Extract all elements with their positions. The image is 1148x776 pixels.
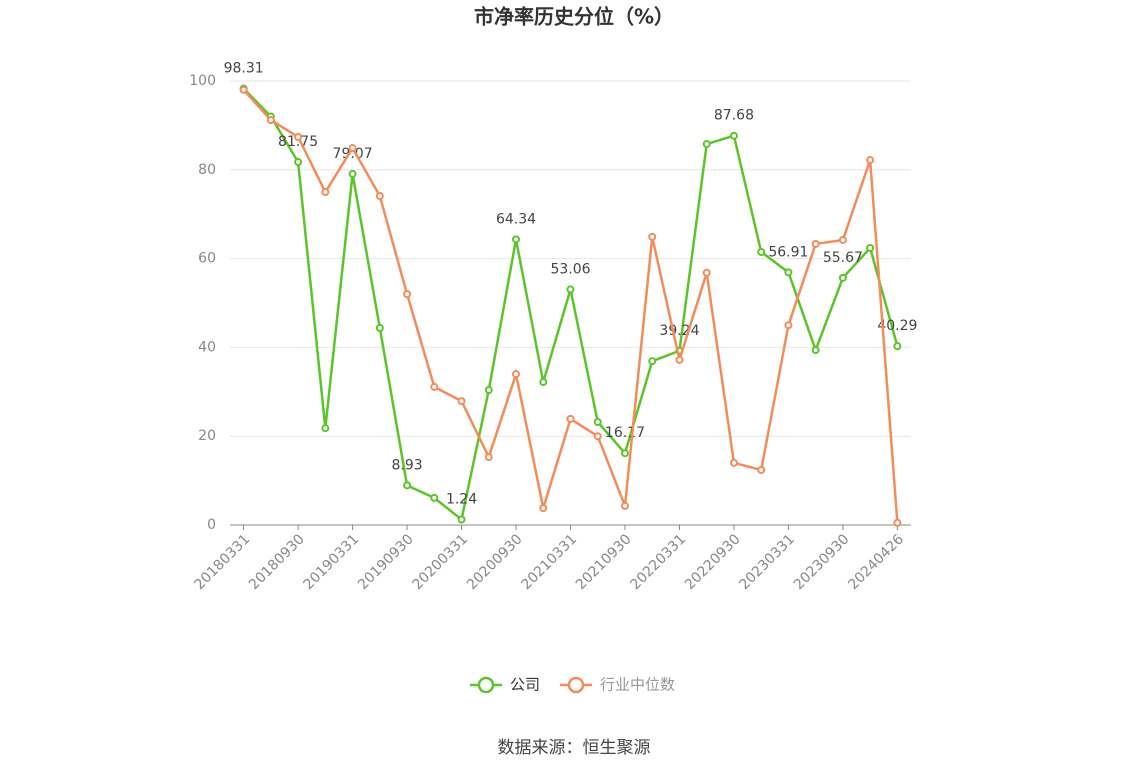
data-point bbox=[539, 504, 548, 513]
data-point bbox=[484, 386, 493, 395]
data-point bbox=[593, 417, 602, 426]
data-point bbox=[403, 290, 412, 299]
data-point bbox=[811, 239, 820, 248]
data-point bbox=[403, 481, 412, 490]
x-tick-label: 20240426 bbox=[845, 531, 907, 593]
data-label: 56.91 bbox=[768, 244, 808, 260]
data-label: 81.75 bbox=[278, 134, 318, 150]
data-point bbox=[239, 85, 248, 94]
data-point bbox=[620, 449, 629, 458]
data-point bbox=[512, 370, 521, 379]
x-tick-label: 20200930 bbox=[464, 531, 526, 593]
legend-label: 公司 bbox=[510, 676, 540, 694]
data-point bbox=[566, 285, 575, 294]
data-point bbox=[702, 140, 711, 149]
data-point bbox=[375, 191, 384, 200]
data-point bbox=[811, 346, 820, 355]
data-point bbox=[484, 453, 493, 462]
data-point bbox=[457, 397, 466, 406]
data-point bbox=[729, 131, 738, 140]
x-tick-label: 20180331 bbox=[192, 531, 254, 593]
x-tick-label: 20210930 bbox=[573, 531, 635, 593]
x-tick-label: 20190331 bbox=[301, 531, 363, 593]
data-label: 98.31 bbox=[224, 61, 264, 77]
data-label: 53.06 bbox=[550, 261, 590, 277]
y-tick-label: 40 bbox=[198, 339, 216, 355]
data-point bbox=[294, 158, 303, 167]
data-label: 1.24 bbox=[446, 491, 477, 507]
data-label: 79.07 bbox=[333, 146, 373, 162]
legend-item[interactable]: 公司 bbox=[470, 676, 540, 694]
data-point bbox=[266, 116, 275, 125]
data-point bbox=[294, 132, 303, 141]
data-point bbox=[512, 235, 521, 244]
data-point bbox=[893, 342, 902, 351]
legend-marker bbox=[567, 676, 585, 694]
data-label: 16.17 bbox=[605, 425, 645, 441]
data-point bbox=[784, 321, 793, 330]
data-point bbox=[893, 518, 902, 527]
legend-marker bbox=[477, 676, 495, 694]
legend-label: 行业中位数 bbox=[600, 676, 675, 694]
data-label: 39.24 bbox=[659, 323, 699, 339]
data-point bbox=[348, 144, 357, 153]
data-point bbox=[648, 357, 657, 366]
legend-item[interactable]: 行业中位数 bbox=[560, 676, 675, 694]
data-point bbox=[566, 414, 575, 423]
data-point bbox=[784, 268, 793, 277]
y-tick-label: 80 bbox=[198, 162, 216, 178]
data-point bbox=[729, 458, 738, 467]
data-point bbox=[430, 382, 439, 391]
x-tick-label: 20230331 bbox=[736, 531, 798, 593]
data-label: 64.34 bbox=[496, 211, 536, 227]
data-point bbox=[702, 268, 711, 277]
data-point bbox=[866, 243, 875, 252]
y-tick-label: 20 bbox=[198, 428, 216, 444]
data-point bbox=[430, 493, 439, 502]
data-point bbox=[620, 501, 629, 510]
data-point bbox=[321, 188, 330, 196]
data-point bbox=[675, 355, 684, 364]
data-label: 8.93 bbox=[391, 457, 422, 473]
x-tick-label: 20180930 bbox=[246, 531, 308, 593]
chart-title: 市净率历史分位（%） bbox=[474, 5, 674, 29]
data-point bbox=[866, 156, 875, 165]
data-point bbox=[593, 432, 602, 441]
data-point bbox=[757, 247, 766, 256]
data-point bbox=[838, 273, 847, 282]
y-tick-label: 0 bbox=[207, 517, 216, 533]
x-tick-label: 20200331 bbox=[409, 531, 471, 593]
data-point bbox=[648, 232, 657, 241]
y-tick-label: 60 bbox=[198, 251, 216, 267]
data-label: 87.68 bbox=[714, 108, 754, 124]
y-tick-label: 100 bbox=[189, 73, 216, 89]
data-point bbox=[375, 323, 384, 332]
data-label: 55.67 bbox=[823, 250, 863, 266]
x-tick-label: 20220930 bbox=[682, 531, 744, 593]
data-point bbox=[539, 378, 548, 387]
data-label: 40.29 bbox=[877, 318, 917, 334]
x-tick-label: 20230930 bbox=[791, 531, 853, 593]
x-tick-label: 20220331 bbox=[627, 531, 689, 593]
data-point bbox=[321, 424, 330, 433]
data-point bbox=[838, 235, 847, 244]
x-tick-label: 20190930 bbox=[355, 531, 417, 593]
data-point bbox=[457, 515, 466, 524]
x-tick-label: 20210331 bbox=[518, 531, 580, 593]
data-point bbox=[348, 169, 357, 178]
data-point bbox=[757, 465, 766, 474]
source-note: 数据来源：恒生聚源 bbox=[498, 738, 651, 758]
